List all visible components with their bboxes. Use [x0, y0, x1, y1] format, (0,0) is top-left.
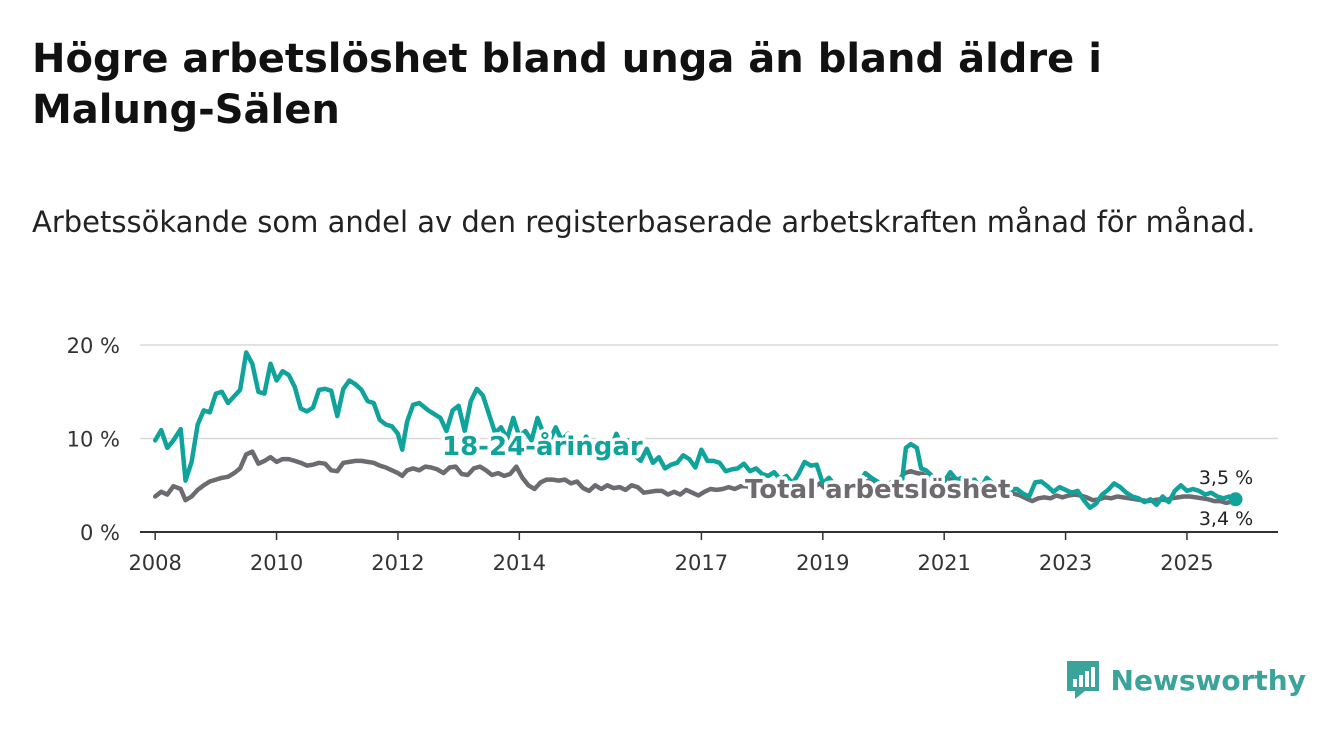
- end-label-youth: 3,5 %: [1199, 467, 1253, 489]
- chart-title: Högre arbetslöshet bland unga än bland ä…: [32, 36, 1102, 133]
- x-tick-label: 2014: [493, 551, 546, 575]
- x-tick-label: 2019: [796, 551, 849, 575]
- end-label-total: 3,4 %: [1199, 508, 1253, 530]
- end-point-youth: [1228, 492, 1243, 507]
- x-tick-label: 2025: [1160, 551, 1213, 575]
- series-lines: [152, 350, 1243, 510]
- series-line-youth: [152, 350, 1238, 510]
- x-tick-label: 2008: [128, 551, 181, 575]
- bar-chart-logo-icon: [1066, 661, 1099, 699]
- y-tick-label: 0 %: [80, 521, 120, 545]
- y-tick-label: 10 %: [67, 428, 120, 452]
- y-axis-ticks: 0 % 10 % 20 %: [67, 334, 120, 545]
- x-tick-label: 2017: [675, 551, 728, 575]
- newsworthy-logo: Newsworthy: [1065, 658, 1306, 702]
- x-tick-label: 2021: [917, 551, 970, 575]
- brand-name: Newsworthy: [1110, 663, 1306, 697]
- series-line-total: [152, 449, 1238, 506]
- x-tick-label: 2023: [1039, 551, 1092, 575]
- x-tick-label: 2010: [250, 551, 303, 575]
- y-tick-label: 20 %: [67, 334, 120, 358]
- series-labels: 18-24-åringar Total arbetslöshet 3,5 % 3,4 …: [439, 427, 1256, 533]
- x-axis: 2008 2010 2012 2014 2017 2019 2021 2023 2025: [128, 531, 1278, 575]
- series-label-total: Total arbetslöshet: [745, 475, 1010, 505]
- series-label-youth: 18-24-åringar: [442, 430, 643, 462]
- line-chart: 0 % 10 % 20 % 2008 2010 2012 2014 2017 2019 2021…: [67, 334, 1278, 575]
- chart-subtitle: Arbetssökande som andel av den registerb…: [32, 205, 1256, 239]
- x-tick-label: 2012: [371, 551, 424, 575]
- gridlines: [140, 344, 1278, 440]
